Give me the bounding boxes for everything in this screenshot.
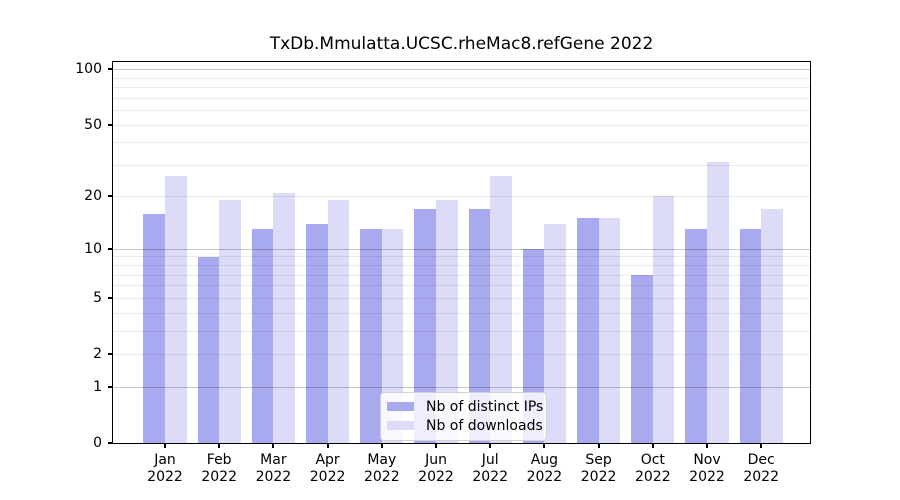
y-tick-mark [108, 68, 112, 71]
x-tick-label: Feb 2022 [189, 452, 249, 486]
bar-downloads [490, 176, 512, 443]
legend-item-downloads: Nb of downloads [387, 416, 543, 435]
y-tick-mark [108, 195, 112, 198]
x-tick-mark [489, 444, 492, 448]
bar-downloads [381, 229, 404, 443]
x-tick-mark [326, 444, 329, 448]
bar-downloads [544, 223, 567, 443]
gridline-minor [113, 142, 810, 144]
legend-label-distinct-ips: Nb of distinct IPs [426, 398, 544, 415]
y-tick-label: 2 [93, 346, 102, 362]
x-tick-label: Jun 2022 [406, 452, 466, 486]
y-tick-mark [108, 442, 112, 444]
bar-distinct-ips [685, 229, 707, 443]
bar-distinct-ips [360, 229, 382, 443]
gridline-major [113, 69, 810, 71]
y-tick-label: 50 [84, 116, 102, 133]
x-tick-year: 2022 [363, 469, 400, 485]
x-tick-mark [543, 444, 546, 448]
bar-downloads [219, 200, 241, 443]
bar-distinct-ips [414, 208, 436, 443]
gridline-minor [113, 124, 810, 126]
chart-title: TxDb.Mmulatta.UCSC.rheMac8.refGene 2022 [269, 34, 654, 54]
bar-downloads [598, 218, 621, 443]
bar-downloads [652, 196, 675, 443]
legend-swatch-downloads [387, 421, 414, 430]
x-tick-year: 2022 [418, 469, 454, 485]
bar-downloads [273, 192, 296, 443]
x-tick-mark [706, 444, 708, 448]
gridline-minor [113, 110, 810, 112]
bar-distinct-ips [468, 208, 491, 443]
x-tick-label: Nov 2022 [677, 452, 737, 486]
x-tick-label: Sep 2022 [569, 452, 629, 486]
bar-distinct-ips [197, 256, 220, 443]
bar-distinct-ips [576, 218, 599, 443]
x-tick-mark [272, 444, 275, 448]
y-tick-mark [108, 385, 112, 388]
y-tick-label: 100 [75, 61, 102, 78]
bar-downloads [165, 176, 187, 443]
x-tick-mark [164, 444, 166, 448]
gridline-minor [113, 97, 810, 99]
x-tick-year: 2022 [689, 469, 725, 485]
x-tick-year: 2022 [743, 469, 779, 485]
gridline-minor [113, 164, 810, 166]
x-tick-year: 2022 [147, 469, 183, 485]
bar-distinct-ips [143, 213, 165, 443]
x-tick-label: May 2022 [352, 452, 412, 486]
y-tick-mark [108, 247, 112, 250]
x-tick-mark [760, 444, 763, 448]
bar-distinct-ips [739, 229, 762, 443]
x-tick-label: Aug 2022 [514, 452, 574, 486]
bar-distinct-ips [631, 274, 653, 443]
x-tick-mark [435, 444, 437, 448]
x-tick-year: 2022 [580, 469, 617, 485]
y-tick-label: 0 [93, 435, 102, 451]
gridline-minor [113, 87, 810, 89]
x-tick-label: Mar 2022 [243, 452, 303, 486]
legend: Nb of distinct IPs Nb of downloads [380, 392, 547, 441]
bar-distinct-ips [251, 229, 274, 443]
x-tick-year: 2022 [309, 469, 346, 485]
y-tick-label: 20 [84, 188, 102, 205]
y-tick-label: 1 [93, 378, 102, 395]
x-tick-label: Jul 2022 [460, 452, 520, 486]
legend-swatch-distinct-ips [387, 402, 414, 411]
x-tick-mark [651, 444, 654, 448]
x-tick-mark [597, 444, 600, 448]
x-tick-year: 2022 [634, 469, 671, 485]
y-tick-mark [108, 296, 112, 299]
x-tick-label: Apr 2022 [298, 452, 358, 486]
bar-downloads [327, 200, 350, 443]
bar-downloads [761, 208, 783, 443]
x-tick-label: Dec 2022 [731, 452, 791, 486]
x-tick-year: 2022 [255, 469, 292, 485]
plot-area [112, 61, 811, 444]
x-tick-mark [218, 444, 221, 448]
y-tick-mark [108, 123, 112, 126]
y-tick-mark [108, 353, 112, 355]
legend-item-distinct-ips: Nb of distinct IPs [387, 397, 543, 416]
x-tick-year: 2022 [472, 469, 508, 485]
y-tick-label: 5 [93, 289, 102, 306]
y-tick-label: 10 [84, 240, 102, 257]
x-tick-year: 2022 [526, 469, 563, 485]
bar-downloads [436, 200, 458, 443]
x-tick-mark [380, 444, 383, 448]
gridline-minor [113, 77, 810, 79]
x-tick-year: 2022 [201, 469, 237, 485]
x-tick-label: Jan 2022 [135, 452, 195, 486]
bar-downloads [707, 162, 729, 443]
bar-distinct-ips [305, 223, 328, 443]
gridline-minor [113, 196, 810, 198]
x-tick-label: Oct 2022 [623, 452, 683, 486]
legend-label-downloads: Nb of downloads [426, 417, 543, 434]
